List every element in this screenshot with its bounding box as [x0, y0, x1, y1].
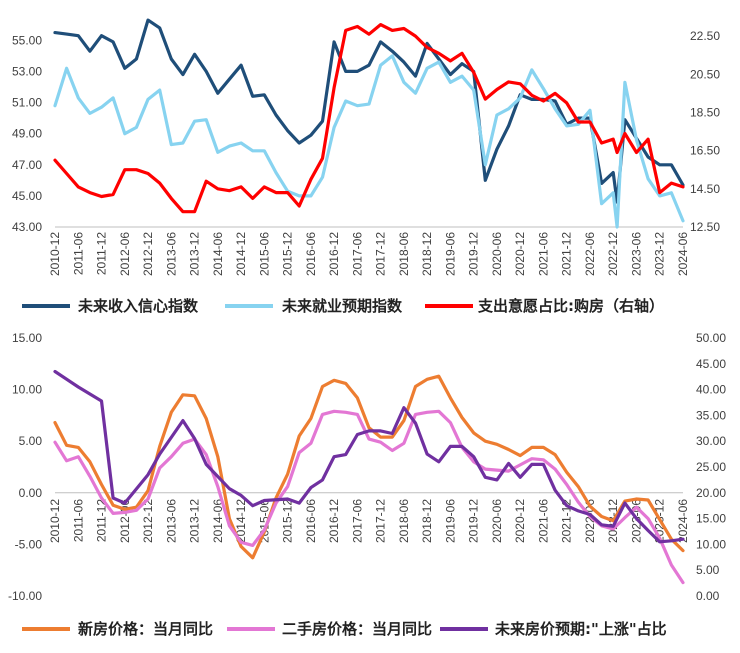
- x-tick-label: 2021-12: [560, 232, 574, 276]
- y-right-tick-label: 15.00: [696, 512, 726, 526]
- y-right-tick-label: 35.00: [696, 408, 726, 422]
- y-right-tick-label: 16.50: [690, 144, 720, 158]
- series-line: [53, 409, 685, 585]
- x-tick-label: 2010-12: [48, 232, 62, 276]
- house-price-chart: 15.00 10.00 5.00 0.00 -5.00 -10.00 50.00 45.00 4…: [8, 331, 726, 638]
- x-tick-label: 2018-12: [420, 499, 434, 543]
- y-right-tick-label: 5.00: [696, 563, 720, 577]
- y-right-tick-label: 25.00: [696, 460, 726, 474]
- series-line: [53, 18, 685, 204]
- x-tick-label: 2014-12: [234, 232, 248, 276]
- x-tick-label: 2019-06: [443, 232, 457, 276]
- x-tick-label: 2024-06: [676, 499, 690, 543]
- x-tick-label: 2020-12: [513, 499, 527, 543]
- y-left-tick-label: -5.00: [15, 537, 43, 551]
- y-right-tick-label: 14.50: [690, 182, 720, 196]
- x-tick-label: 2013-12: [188, 499, 202, 543]
- legend-label: 支出意愿占比:购房（右轴）: [477, 297, 664, 315]
- x-tick-label: 2017-12: [374, 499, 388, 543]
- y-left-tick-label: 0.00: [19, 486, 43, 500]
- x-tick-label: 2010-12: [48, 499, 62, 543]
- x-tick-label: 2019-06: [443, 499, 457, 543]
- y-left-tick-label: 51.00: [12, 96, 42, 110]
- x-tick-label: 2016-06: [304, 499, 318, 543]
- x-tick-label: 2022-12: [606, 232, 620, 276]
- x-tick-label: 2011-12: [95, 499, 109, 542]
- y-left-tick-label: 15.00: [12, 331, 42, 345]
- series-line: [53, 369, 685, 544]
- y-left-tick-label: -10.00: [8, 589, 42, 603]
- y-right-tick-label: 45.00: [696, 357, 726, 371]
- x-tick-label: 2012-06: [118, 499, 132, 543]
- y-right-tick-label: 20.00: [696, 486, 726, 500]
- y-left-tick-label: 45.00: [12, 189, 42, 203]
- x-tick-label: 2015-12: [281, 499, 295, 543]
- y-right-tick-label: 12.50: [690, 220, 720, 234]
- x-tick-label: 2020-12: [513, 232, 527, 276]
- x-tick-label: 2016-06: [304, 232, 318, 276]
- y-left-tick-label: 47.00: [12, 158, 42, 172]
- y-right-tick-label: 0.00: [696, 589, 720, 603]
- x-tick-label: 2021-06: [536, 232, 550, 276]
- x-tick-label: 2012-12: [141, 232, 155, 276]
- x-tick-label: 2017-06: [350, 499, 364, 543]
- x-tick-label: 2013-12: [188, 232, 202, 276]
- series-line: [53, 23, 685, 214]
- x-tick-label: 2018-12: [420, 232, 434, 276]
- y-right-tick-label: 10.00: [696, 537, 726, 551]
- x-tick-label: 2013-06: [164, 499, 178, 543]
- x-tick-label: 2024-06: [676, 232, 690, 276]
- legend-label: 未来房价预期:"上涨"占比: [494, 620, 667, 638]
- x-tick-label: 2021-06: [536, 499, 550, 543]
- x-tick-label: 2017-12: [374, 232, 388, 276]
- y-right-tick-label: 22.50: [690, 29, 720, 43]
- y-right-tick-label: 50.00: [696, 331, 726, 345]
- legend-label: 二手房价格：当月同比: [282, 620, 432, 638]
- x-tick-label: 2018-06: [397, 499, 411, 543]
- x-tick-label: 2020-06: [490, 232, 504, 276]
- y-left-tick-label: 49.00: [12, 127, 42, 141]
- x-tick-label: 2014-06: [211, 499, 225, 543]
- y-left-tick-label: 55.00: [12, 33, 42, 47]
- legend-label: 新房价格：当月同比: [78, 620, 213, 638]
- legend-label: 未来就业预期指数: [281, 297, 403, 315]
- x-tick-label: 2011-06: [71, 499, 85, 542]
- series-line: [53, 374, 685, 560]
- x-tick-label: 2015-06: [257, 232, 271, 276]
- y-right-tick-label: 40.00: [696, 383, 726, 397]
- x-tick-label: 2019-12: [467, 499, 481, 543]
- x-tick-label: 2018-06: [397, 232, 411, 276]
- x-tick-label: 2014-06: [211, 232, 225, 276]
- income-confidence-chart: 43.00 45.00 47.00 49.00 51.00 53.00 55.00 12.50…: [12, 18, 720, 315]
- y-right-tick-label: 30.00: [696, 434, 726, 448]
- x-tick-label: 2020-06: [490, 499, 504, 543]
- x-tick-label: 2011-12: [95, 232, 109, 275]
- x-tick-label: 2012-12: [141, 499, 155, 543]
- y-right-tick-label: 18.50: [690, 105, 720, 119]
- x-tick-label: 2022-06: [583, 232, 597, 276]
- y-right-tick-label: 20.50: [690, 67, 720, 81]
- legend-label: 未来收入信心指数: [77, 297, 199, 315]
- x-tick-label: 2016-12: [327, 232, 341, 276]
- y-left-tick-label: 43.00: [12, 220, 42, 234]
- x-tick-label: 2014-12: [234, 499, 248, 543]
- y-left-tick-label: 5.00: [19, 434, 43, 448]
- y-left-tick-label: 10.00: [12, 383, 42, 397]
- x-tick-label: 2013-06: [164, 232, 178, 276]
- x-tick-label: 2023-12: [653, 232, 667, 276]
- y-left-tick-label: 53.00: [12, 64, 42, 78]
- x-tick-label: 2017-06: [350, 232, 364, 276]
- x-tick-label: 2012-06: [118, 232, 132, 276]
- x-tick-label: 2016-12: [327, 499, 341, 543]
- x-tick-label: 2019-12: [467, 232, 481, 276]
- x-tick-label: 2011-06: [71, 232, 85, 275]
- x-tick-label: 2015-12: [281, 232, 295, 276]
- series-line: [53, 54, 685, 229]
- x-tick-label: 2021-12: [560, 499, 574, 543]
- x-tick-label: 2023-06: [629, 232, 643, 276]
